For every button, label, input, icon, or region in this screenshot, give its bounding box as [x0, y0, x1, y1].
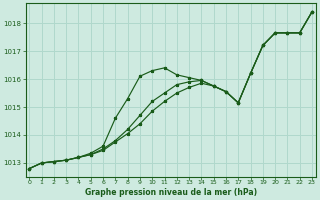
X-axis label: Graphe pression niveau de la mer (hPa): Graphe pression niveau de la mer (hPa)	[84, 188, 257, 197]
